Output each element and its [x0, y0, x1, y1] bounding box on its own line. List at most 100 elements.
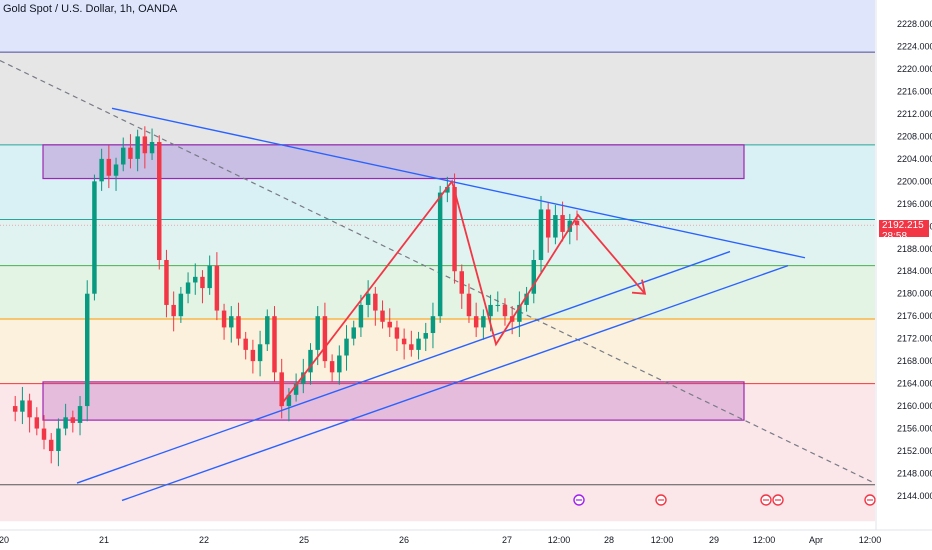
candle-body — [272, 316, 277, 373]
x-tick-label: 20 — [0, 535, 9, 545]
candle-body — [409, 344, 414, 350]
candle-body — [41, 428, 47, 440]
candle-body — [495, 304, 501, 306]
y-tick-label: 2168.000 — [897, 356, 932, 366]
candle-body — [164, 260, 169, 305]
candle-body — [178, 293, 184, 317]
candle-body — [452, 186, 457, 272]
last-price-label: 2192.215 28:58 — [879, 220, 929, 242]
candle-body — [358, 304, 364, 328]
candle-body — [142, 136, 148, 154]
candle-body — [423, 333, 428, 339]
y-tick-label: 2156.000 — [897, 424, 932, 434]
candle-body — [48, 439, 54, 452]
candle-body — [365, 293, 371, 305]
candle-body — [473, 316, 479, 328]
candle-body — [567, 220, 573, 232]
band-7 — [0, 484, 875, 522]
candle-body — [128, 147, 133, 159]
time-axis: 20 21 22 25 26 27 12:00 28 12:00 29 12:00 Apr 12:00 — [0, 529, 932, 550]
candle-body — [502, 304, 508, 317]
y-tick-label: 2188.000 — [897, 244, 932, 254]
candle-body — [488, 304, 493, 317]
candle-body — [236, 316, 241, 339]
trendline-0 — [111, 107, 806, 259]
candle-body — [401, 338, 407, 345]
candle-body — [394, 327, 400, 339]
y-tick-label: 2216.000 — [897, 86, 932, 96]
candle-body — [459, 271, 464, 294]
candle-body — [430, 316, 436, 334]
triangle-trendlines — [76, 107, 806, 502]
y-tick-label: 2152.000 — [897, 446, 932, 456]
x-tick-label: 25 — [299, 535, 309, 545]
candle-body — [538, 209, 544, 260]
candle-body — [56, 428, 61, 452]
last-price-value: 2192.215 — [882, 220, 924, 231]
band-4 — [0, 265, 875, 319]
time-axis-bg — [0, 530, 932, 550]
candle-body — [63, 417, 68, 429]
candle-body — [531, 260, 537, 294]
y-tick-label: 2160.000 — [897, 401, 932, 411]
y-tick-label: 2164.000 — [897, 379, 932, 389]
y-tick-label: 2176.000 — [897, 311, 932, 321]
y-tick-label: 2220.000 — [897, 64, 932, 74]
candle-body — [322, 316, 328, 362]
projection-line — [279, 179, 646, 407]
x-tick-label: 12:00 — [651, 535, 674, 545]
x-tick-label: 27 — [502, 535, 512, 545]
candle-body — [34, 417, 40, 429]
candle-body — [214, 265, 220, 311]
band-0 — [0, 0, 875, 53]
y-tick-label: 2180.000 — [897, 289, 932, 299]
candle-body — [574, 220, 580, 226]
projection-path — [279, 179, 647, 407]
candle-body — [466, 293, 472, 317]
candle-body — [243, 338, 248, 350]
band-5 — [0, 318, 875, 384]
candle-body — [250, 349, 256, 362]
price-bands — [0, 0, 875, 522]
y-tick-label: 2228.000 — [897, 19, 932, 29]
candle-body — [185, 282, 191, 294]
y-tick-label: 2196.000 — [897, 199, 932, 209]
candle-body — [135, 136, 140, 159]
x-tick-label: 26 — [399, 535, 409, 545]
candle-body — [344, 338, 349, 356]
band-3 — [0, 219, 875, 266]
candle-body — [286, 394, 292, 407]
candle-body — [481, 316, 486, 328]
candle-body — [373, 293, 378, 311]
candle-body — [351, 327, 356, 339]
zone-0 — [42, 144, 745, 180]
candle-body — [265, 316, 270, 345]
x-tick-label: Apr — [809, 535, 823, 545]
candle-body — [315, 316, 320, 350]
x-tick-label: 29 — [709, 535, 719, 545]
candle-body — [524, 293, 529, 305]
candle-body — [337, 355, 342, 373]
zone-1 — [42, 381, 745, 421]
candle-body — [221, 310, 227, 328]
candle-body — [171, 304, 176, 317]
x-tick-label: 28 — [604, 535, 614, 545]
x-tick-label: 21 — [99, 535, 109, 545]
candle-body — [416, 338, 421, 350]
price-axis: 2144.000 2148.000 2152.000 2156.000 2160.000… — [875, 0, 932, 550]
trendline-1 — [76, 250, 731, 484]
x-tick-label: 12:00 — [859, 535, 882, 545]
candle-body — [329, 361, 335, 373]
y-tick-label: 2212.000 — [897, 109, 932, 119]
y-tick-label: 2204.000 — [897, 154, 932, 164]
y-tick-label: 2200.000 — [897, 176, 932, 186]
x-tick-label: 22 — [199, 535, 209, 545]
candle-body — [121, 147, 126, 165]
candle-body — [553, 215, 558, 238]
trendline-2 — [121, 264, 789, 502]
candle-body — [106, 158, 112, 176]
y-tick-label: 2224.000 — [897, 42, 932, 52]
candle-body — [308, 349, 313, 373]
